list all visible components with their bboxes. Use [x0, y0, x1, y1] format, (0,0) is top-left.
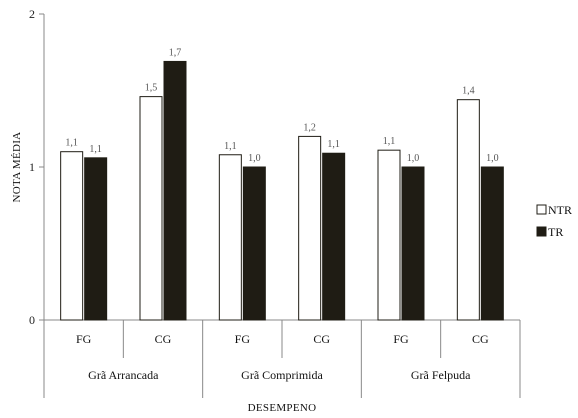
- data-label: 1,0: [407, 153, 420, 164]
- data-label: 1,7: [169, 47, 182, 58]
- chart-bars: 1,1 1,1 1,5 1,7 1,1 1,0 1,2 1,1 1,1 1,0 1,4 1,0: [60, 47, 504, 321]
- bar-ntr: [298, 135, 322, 321]
- y-tick-label: 0: [29, 313, 35, 327]
- data-label: 1,1: [327, 139, 340, 150]
- x-category-label: CG: [472, 332, 489, 346]
- data-label: 1,1: [89, 144, 102, 155]
- x-category-label: CG: [155, 332, 172, 346]
- legend-swatch-tr: [536, 226, 547, 237]
- legend-label: NTR: [548, 203, 572, 217]
- x-category-label: FG: [235, 332, 251, 346]
- y-axis-title: NOTA MÉDIA: [11, 132, 23, 203]
- data-label: 1,2: [303, 122, 316, 133]
- y-tick-label: 2: [29, 7, 35, 21]
- x-group-label: Grã Comprimida: [241, 368, 323, 382]
- chart-legend: NTR TR: [536, 203, 572, 239]
- x-group-label: Grã Felpuda: [411, 368, 471, 382]
- data-label: 1,1: [224, 141, 237, 152]
- x-category-label: FG: [76, 332, 92, 346]
- legend-label: TR: [548, 225, 563, 239]
- bar-tr: [242, 166, 266, 321]
- bar-ntr: [218, 154, 242, 321]
- data-label: 1,0: [248, 153, 261, 164]
- legend-swatch-ntr: [536, 204, 547, 215]
- bar-ntr: [456, 99, 480, 321]
- bar-tr: [401, 166, 425, 321]
- x-axis-labels: FG CG FG CG FG CG Grã Arrancada Grã Comprimida G…: [43, 320, 521, 398]
- data-label: 1,0: [486, 153, 499, 164]
- bar-ntr: [377, 149, 401, 321]
- bar-tr: [322, 152, 346, 321]
- data-label: 1,5: [145, 83, 158, 94]
- bar-tr: [84, 157, 108, 321]
- bar-tr: [163, 60, 187, 321]
- y-tick-label: 1: [29, 160, 35, 174]
- x-category-label: CG: [313, 332, 330, 346]
- bar-ntr: [60, 151, 84, 321]
- x-axis-title: DESEMPENO: [248, 402, 317, 414]
- data-label: 1,1: [65, 138, 78, 149]
- data-label: 1,1: [383, 136, 396, 147]
- x-category-label: FG: [393, 332, 409, 346]
- x-group-label: Grã Arrancada: [88, 368, 159, 382]
- bar-ntr: [139, 96, 163, 321]
- bar-tr: [480, 166, 504, 321]
- data-label: 1,4: [462, 86, 475, 97]
